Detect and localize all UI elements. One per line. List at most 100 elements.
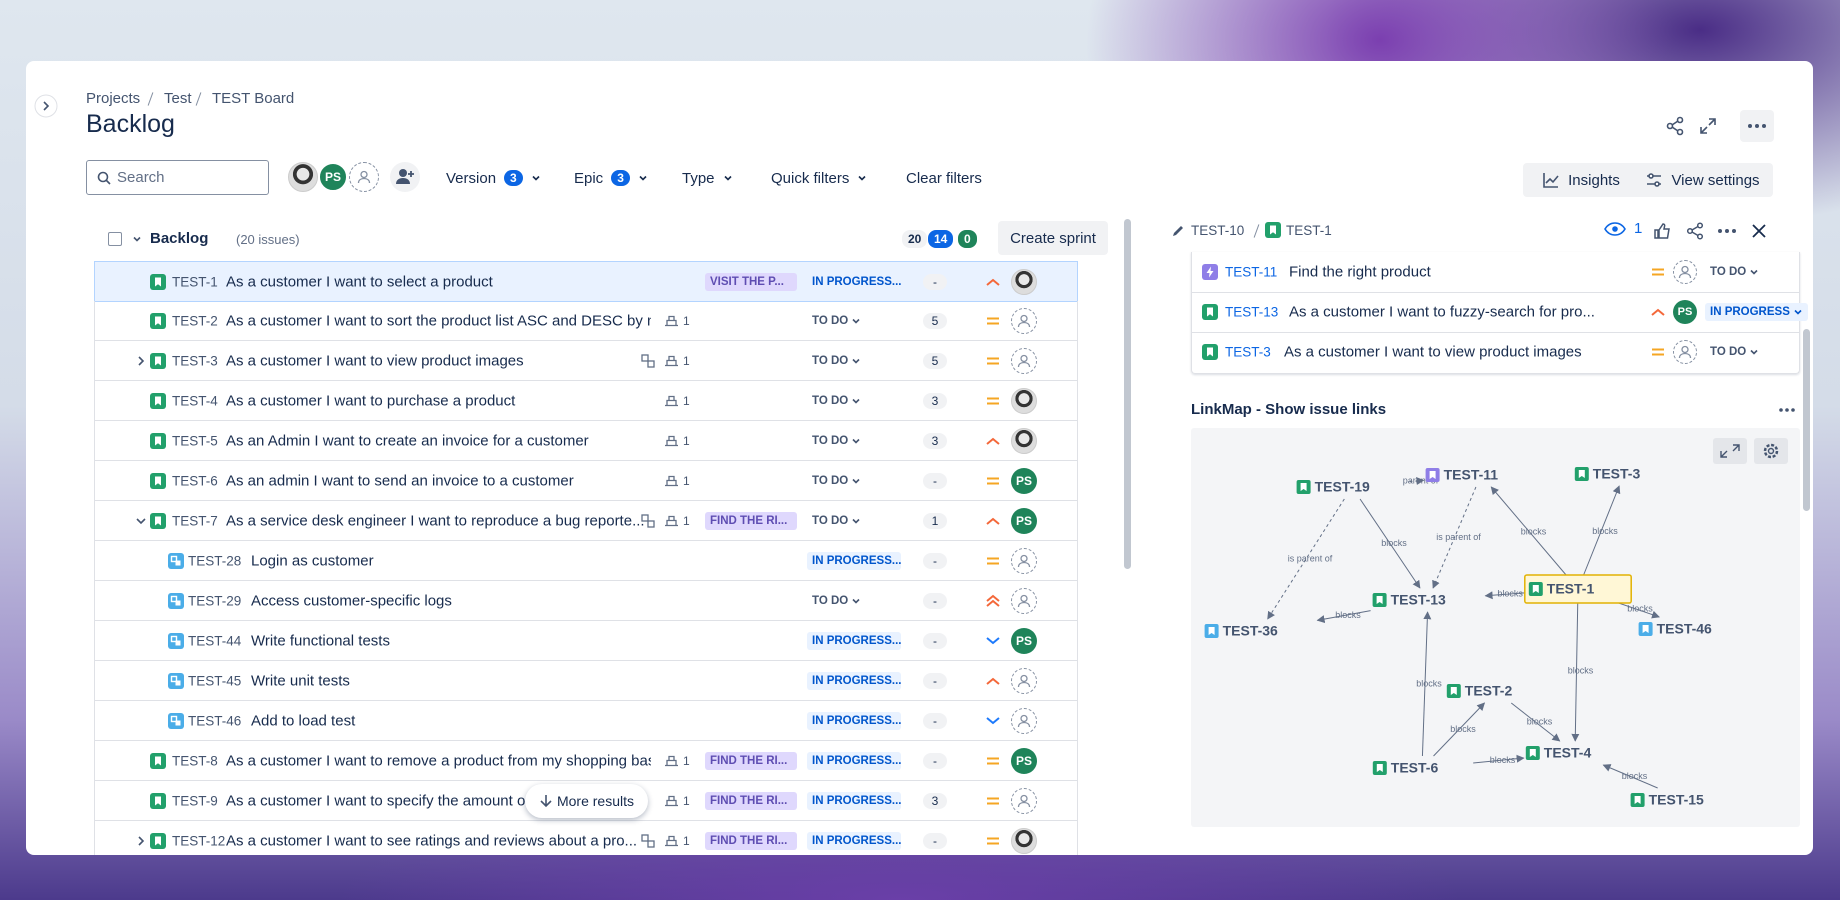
- issue-row[interactable]: TEST-12 As a customer I want to see ratin…: [94, 821, 1078, 855]
- epic-lozenge[interactable]: FIND THE RI...: [705, 791, 797, 810]
- action-button[interactable]: Insights: [1523, 163, 1639, 197]
- issue-key[interactable]: TEST-3: [172, 353, 218, 368]
- issue-key[interactable]: TEST-7: [172, 513, 218, 528]
- status-lozenge[interactable]: IN PROGRESS...: [807, 831, 901, 850]
- issue-key[interactable]: TEST-3: [1225, 344, 1271, 360]
- child-issues-icon: [664, 474, 679, 487]
- story-points: -: [923, 273, 947, 290]
- status-lozenge[interactable]: IN PROGRESS...: [807, 711, 901, 730]
- issue-row[interactable]: TEST-44 Write functional tests IN PROGRESS…: [94, 621, 1078, 661]
- issue-row[interactable]: TEST-6 As an admin I want to send an invo…: [94, 461, 1078, 501]
- issue-row[interactable]: TEST-2 As a customer I want to sort the p…: [94, 301, 1078, 341]
- expand-toggle: [135, 355, 147, 367]
- status-lozenge[interactable]: TO DO: [807, 511, 867, 530]
- status-lozenge[interactable]: TO DO: [807, 431, 867, 450]
- link-graph: parent of is parent of is parent of blocks b…: [1204, 466, 1712, 808]
- priority-icon: [985, 274, 1001, 290]
- create-sprint-button[interactable]: Create sprint: [998, 221, 1108, 255]
- issue-key[interactable]: TEST-44: [188, 633, 242, 648]
- parent-issue-link[interactable]: TEST-10: [1191, 223, 1245, 238]
- story-points: -: [923, 552, 947, 569]
- story-points: -: [923, 672, 947, 689]
- epic-lozenge[interactable]: FIND THE RI...: [705, 511, 797, 530]
- issue-key[interactable]: TEST-8: [172, 753, 218, 768]
- linked-issue-row[interactable]: TEST-3 As a customer I want to view produ…: [1192, 332, 1799, 372]
- status-lozenge[interactable]: IN PROGRESS...: [807, 551, 901, 570]
- like-button: [1653, 222, 1671, 240]
- selected-node: [1524, 574, 1632, 604]
- epic-lozenge[interactable]: VISIT THE P...: [705, 272, 797, 291]
- issue-key[interactable]: TEST-6: [172, 473, 218, 488]
- assignee-avatar: [1011, 307, 1037, 334]
- page-title: Backlog: [86, 110, 175, 138]
- search-input[interactable]: Search: [86, 160, 269, 195]
- issue-row[interactable]: TEST-46 Add to load test IN PROGRESS... -: [94, 701, 1078, 741]
- issue-key[interactable]: TEST-1: [172, 274, 218, 289]
- issue-key[interactable]: TEST-28: [188, 553, 242, 568]
- issue-summary: As a customer I want to see ratings and …: [226, 832, 638, 849]
- issue-key[interactable]: TEST-11: [1225, 264, 1278, 280]
- linked-issue-row[interactable]: TEST-11 Find the right product TO DO: [1192, 252, 1799, 293]
- filter-dropdown[interactable]: Quick filters: [771, 166, 867, 190]
- epic-lozenge[interactable]: FIND THE RI...: [705, 751, 797, 770]
- issue-type-icon: [1202, 264, 1218, 280]
- breadcrumb[interactable]: TEST Board: [212, 90, 295, 107]
- breadcrumb[interactable]: Projects: [86, 90, 141, 107]
- issue-key[interactable]: TEST-9: [172, 793, 218, 808]
- child-count: 1: [683, 793, 690, 808]
- watch-button[interactable]: 1: [1604, 220, 1642, 237]
- filter-dropdown[interactable]: Type: [682, 166, 733, 190]
- issue-key[interactable]: TEST-2: [172, 313, 218, 328]
- issue-key[interactable]: TEST-29: [188, 593, 242, 608]
- issue-summary: As a customer I want to purchase a produ…: [226, 392, 516, 409]
- status-lozenge[interactable]: TO DO: [807, 311, 867, 330]
- linked-issue-row[interactable]: TEST-13 As a customer I want to fuzzy-sea…: [1192, 292, 1808, 333]
- select-all-checkbox[interactable]: [108, 232, 122, 246]
- issue-row[interactable]: TEST-5 As an Admin I want to create an in…: [94, 421, 1078, 461]
- issue-row[interactable]: TEST-3 As a customer I want to view produ…: [94, 341, 1078, 381]
- issue-key[interactable]: TEST-45: [188, 673, 242, 688]
- avatar[interactable]: [349, 162, 379, 192]
- issue-row[interactable]: TEST-1 As a customer I want to select a p…: [94, 261, 1078, 302]
- issue-type-icon: [1202, 344, 1218, 360]
- status-lozenge[interactable]: IN PROGRESS...: [807, 671, 901, 690]
- status-lozenge[interactable]: IN PROGRESS...: [807, 751, 901, 770]
- filter-dropdown[interactable]: Epic 3: [574, 166, 648, 190]
- status-lozenge[interactable]: TO DO: [807, 391, 867, 410]
- issue-key[interactable]: TEST-46: [188, 713, 242, 728]
- status-lozenge[interactable]: IN PROGRESS...: [807, 272, 901, 291]
- icon: [851, 476, 861, 486]
- avatar[interactable]: [288, 162, 318, 192]
- issue-key[interactable]: TEST-1: [1286, 223, 1332, 238]
- status-lozenge[interactable]: TO DO: [807, 351, 867, 370]
- status-lozenge[interactable]: TO DO: [807, 591, 867, 610]
- issue-row[interactable]: TEST-29 Access customer-specific logs TO D…: [94, 581, 1078, 621]
- status-lozenge[interactable]: IN PROGRESS...: [807, 791, 901, 810]
- issue-key[interactable]: TEST-4: [172, 393, 218, 408]
- filter-dropdown[interactable]: Version 3: [446, 166, 541, 190]
- issue-row[interactable]: TEST-8 As a customer I want to remove a p…: [94, 741, 1078, 781]
- issue-key[interactable]: TEST-13: [1225, 304, 1279, 320]
- avatar[interactable]: PS: [318, 162, 348, 192]
- subtask-icon: [641, 513, 655, 528]
- issue-key[interactable]: TEST-5: [172, 433, 218, 448]
- issue-row[interactable]: TEST-4 As a customer I want to purchase a…: [94, 381, 1078, 421]
- status-lozenge[interactable]: IN PROGRESS: [1705, 303, 1808, 321]
- child-issues-icon: [664, 434, 679, 447]
- status-lozenge[interactable]: TO DO: [1705, 263, 1765, 281]
- breadcrumb[interactable]: Test: [164, 90, 192, 107]
- status-lozenge[interactable]: IN PROGRESS...: [807, 631, 901, 650]
- issue-key[interactable]: TEST-12: [172, 833, 226, 848]
- status-lozenge[interactable]: TO DO: [1705, 343, 1765, 361]
- issue-row[interactable]: TEST-45 Write unit tests IN PROGRESS... -: [94, 661, 1078, 701]
- epic-lozenge[interactable]: FIND THE RI...: [705, 831, 797, 850]
- issue-row[interactable]: TEST-28 Login as customer IN PROGRESS... -: [94, 541, 1078, 581]
- story-points: 5: [923, 312, 947, 329]
- action-button[interactable]: View settings: [1632, 163, 1773, 197]
- more-results-button[interactable]: More results: [525, 784, 648, 818]
- issue-row[interactable]: TEST-9 As a customer I want to specify th…: [94, 781, 1078, 821]
- status-lozenge[interactable]: TO DO: [807, 471, 867, 490]
- issue-row[interactable]: TEST-7 As a service desk engineer I want …: [94, 501, 1078, 541]
- collapse-toggle: [132, 234, 142, 244]
- clear-filters[interactable]: Clear filters: [906, 169, 982, 187]
